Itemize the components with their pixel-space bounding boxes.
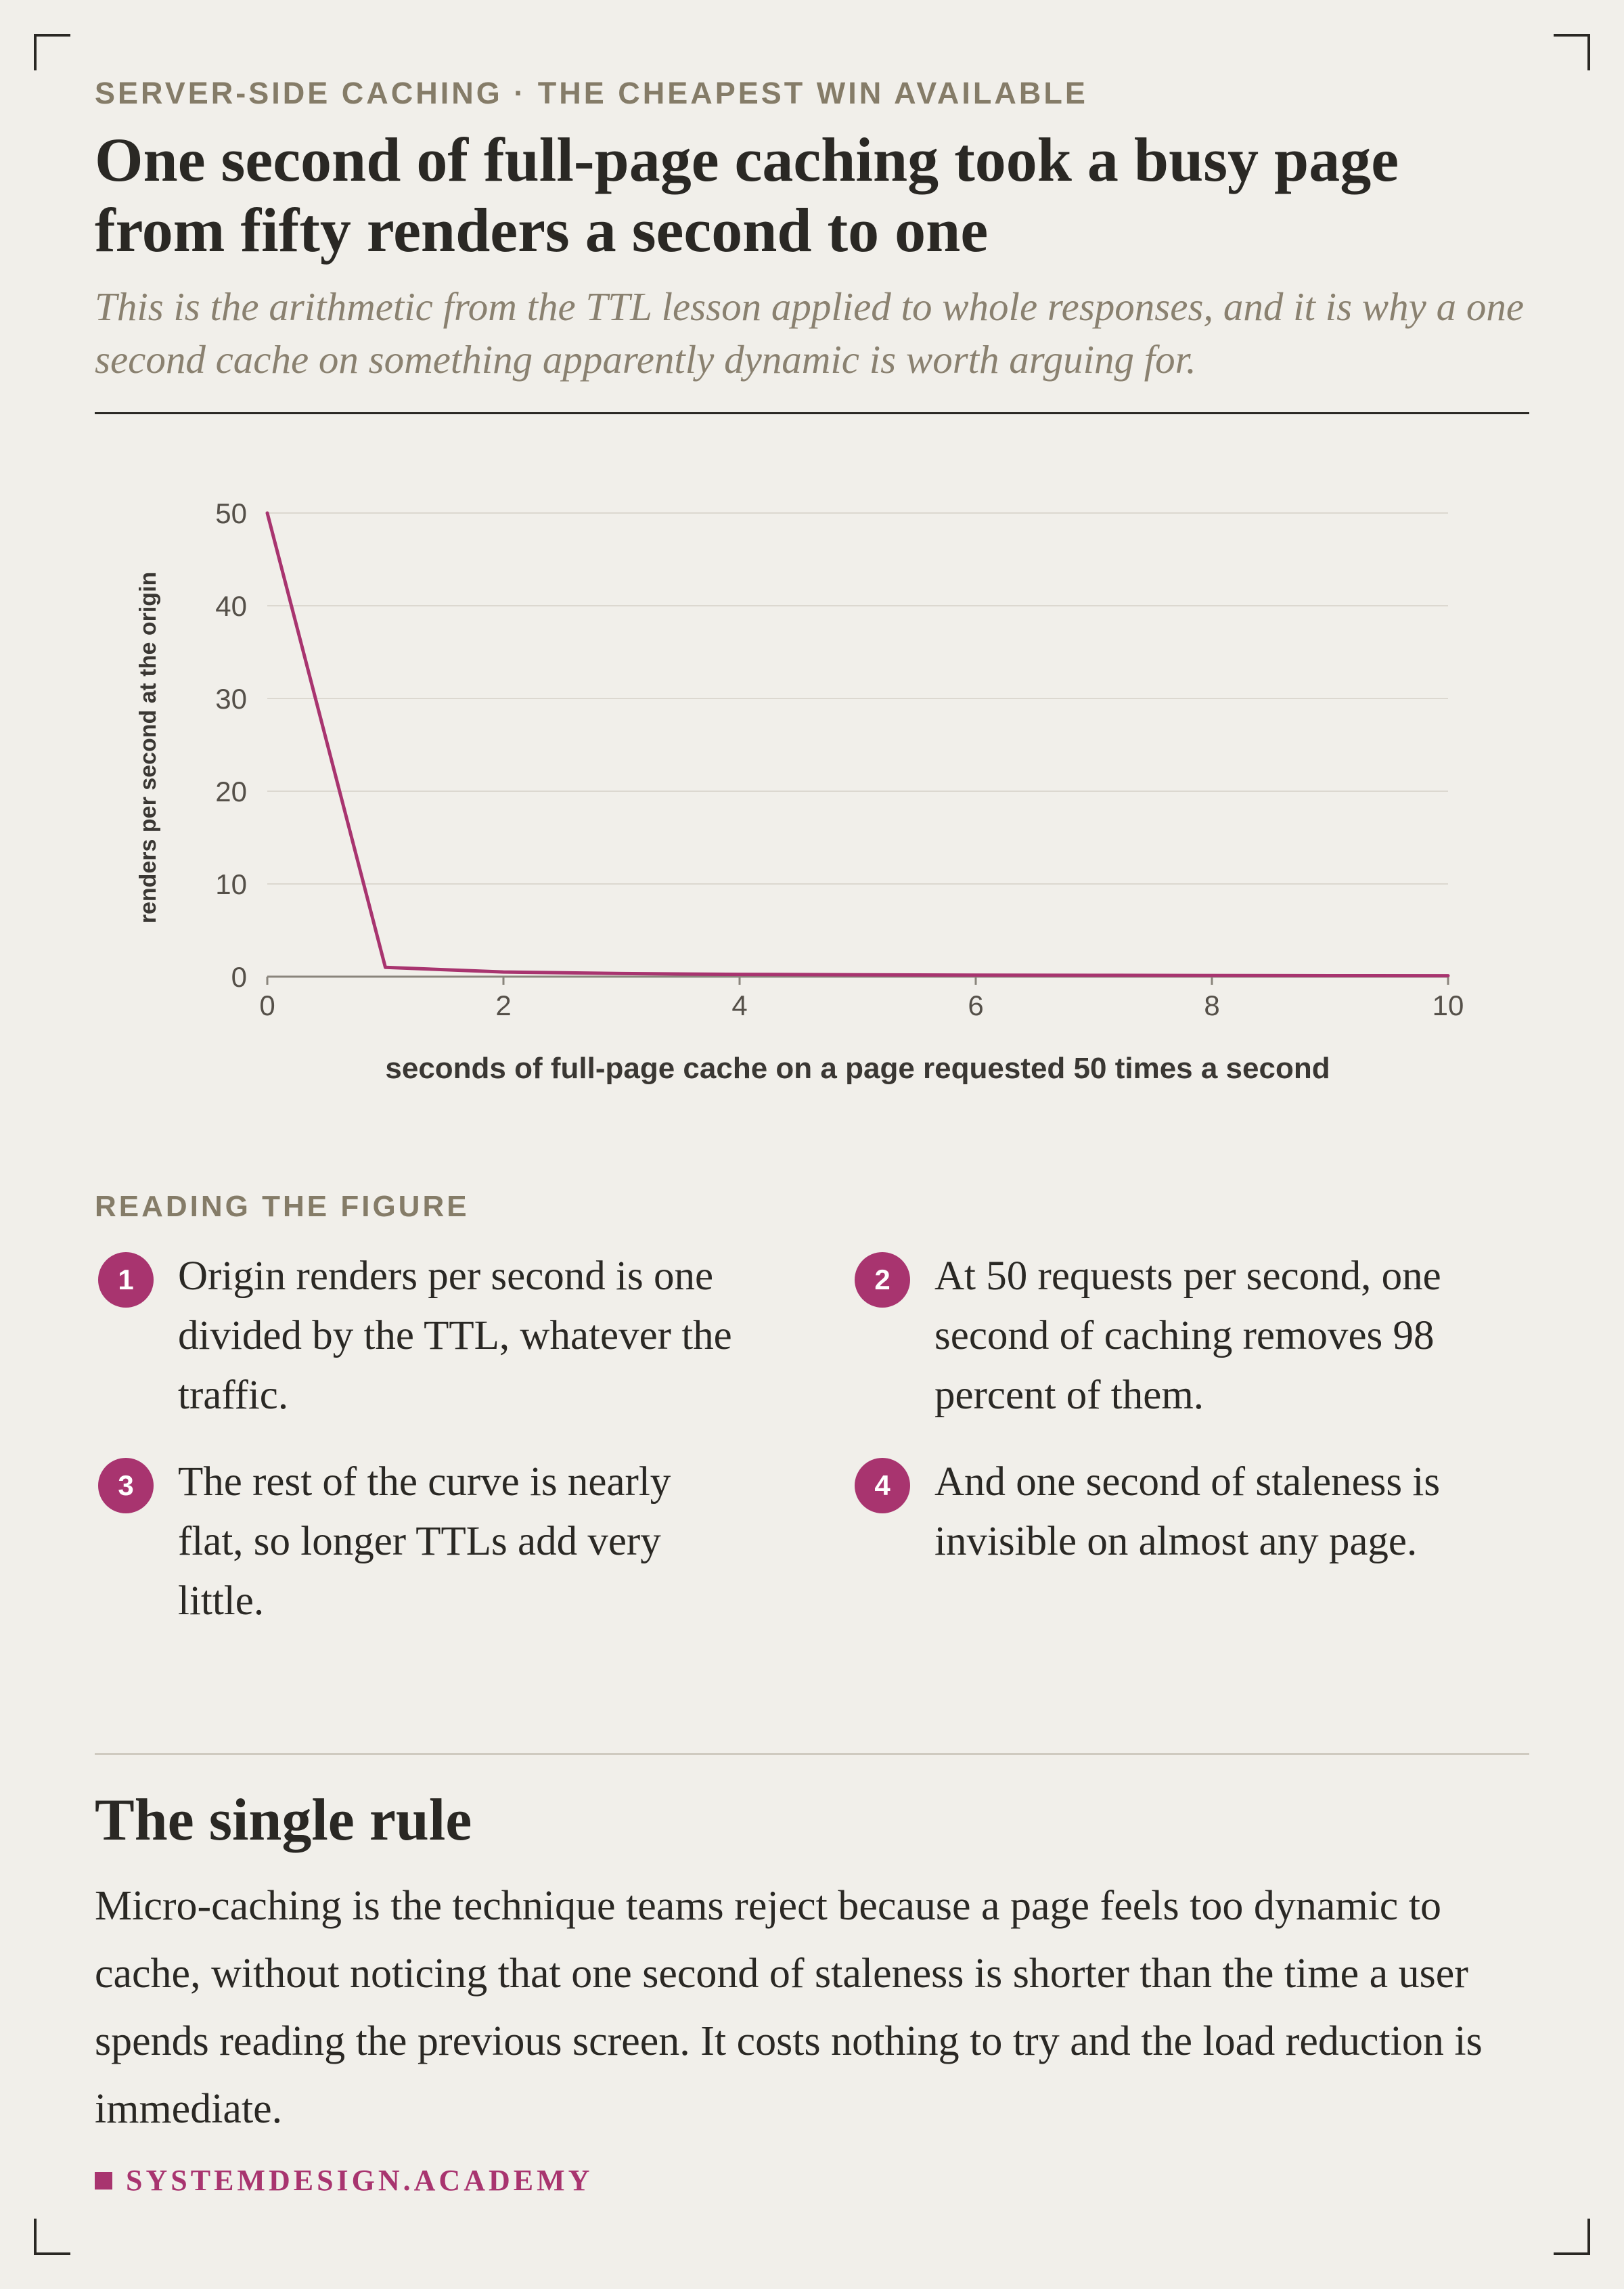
rule-body: Micro-caching is the technique teams rej…: [95, 1883, 1483, 2132]
line-chart: 0 10 20 30 40 50 0 2 4 6 8 10 seconds of full-page …: [135, 497, 1464, 1085]
note-number-badge: 1: [98, 1252, 154, 1308]
reading-note: 1 Origin renders per second is one divid…: [98, 1247, 741, 1425]
note-text: Origin renders per second is one divided…: [178, 1253, 732, 1418]
x-tick-label: 2: [495, 990, 511, 1021]
brand: SYSTEMDESIGN.ACADEMY: [95, 2163, 593, 2198]
x-tick-label: 10: [1433, 990, 1464, 1021]
y-tick-label: 0: [231, 961, 247, 993]
reading-note: 3 The rest of the curve is nearly flat, …: [98, 1452, 741, 1631]
y-tick-label: 40: [215, 590, 247, 622]
x-axis-label: seconds of full-page cache on a page req…: [385, 1052, 1330, 1085]
y-tick-label: 50: [215, 497, 247, 529]
corner-mark-top-left: [34, 34, 70, 70]
y-axis-label: renders per second at the origin: [135, 572, 161, 924]
series-layer: [265, 511, 1450, 978]
axis-ticks: 0 10 20 30 40 50 0 2 4 6 8 10: [215, 497, 1464, 1021]
corner-mark-bottom-left: [34, 2219, 70, 2255]
reading-note: 2 At 50 requests per second, one second …: [855, 1247, 1531, 1425]
x-tick-label: 0: [259, 990, 275, 1021]
rule-heading: The single rule: [95, 1787, 472, 1853]
note-number-badge: 3: [98, 1458, 154, 1513]
note-text: And one second of staleness is invisible…: [934, 1459, 1441, 1564]
header-divider: [95, 412, 1529, 414]
reading-note: 4 And one second of staleness is invisib…: [855, 1452, 1531, 1572]
corner-mark-top-right: [1554, 34, 1590, 70]
note-text: At 50 requests per second, one second of…: [934, 1253, 1441, 1418]
y-tick-label: 10: [215, 868, 247, 900]
note-text: The rest of the curve is nearly flat, so…: [178, 1459, 671, 1624]
corner-mark-bottom-right: [1554, 2219, 1590, 2255]
y-tick-label: 30: [215, 683, 247, 715]
kicker: SERVER-SIDE CACHING · THE CHEAPEST WIN A…: [95, 76, 1088, 110]
reading-section-label: READING THE FIGURE: [95, 1190, 470, 1223]
grid-lines: [267, 512, 1448, 978]
note-number-badge: 2: [855, 1252, 910, 1308]
x-tick-label: 4: [731, 990, 747, 1021]
x-tick-label: 6: [968, 990, 983, 1021]
section-divider: [95, 1753, 1529, 1755]
x-tick-label: 8: [1204, 990, 1219, 1021]
page-subtitle: This is the arithmetic from the TTL less…: [95, 284, 1525, 382]
series-line: [265, 511, 1450, 978]
note-number-badge: 4: [855, 1458, 910, 1513]
brand-name: SYSTEMDESIGN.ACADEMY: [126, 2164, 593, 2197]
brand-square-icon: [95, 2171, 112, 2190]
y-tick-label: 20: [215, 776, 247, 807]
page-title: One second of full-page caching took a b…: [95, 125, 1399, 265]
